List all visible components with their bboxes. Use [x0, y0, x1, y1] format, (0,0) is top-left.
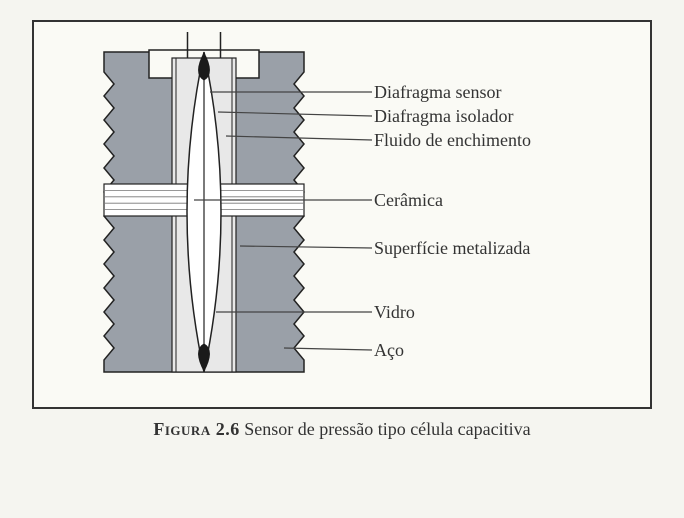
- sensor-diagram: [44, 32, 374, 392]
- diagram-area: Diafragma sensor Diafragma isolador Fluido…: [44, 32, 640, 397]
- label-vidro: Vidro: [374, 302, 415, 323]
- leader-line: [284, 348, 372, 350]
- figure-caption: Figura 2.6 Sensor de pressão tipo célula…: [20, 419, 664, 440]
- figure-container: Diafragma sensor Diafragma isolador Fluido…: [32, 20, 652, 409]
- label-diafragma_sensor: Diafragma sensor: [374, 82, 501, 103]
- label-fluido: Fluido de enchimento: [374, 130, 531, 151]
- diagram-svg-wrap: [44, 32, 374, 397]
- label-superficie: Superfície metalizada: [374, 238, 530, 259]
- label-aco: Aço: [374, 340, 404, 361]
- labels-column: Diafragma sensor Diafragma isolador Fluido…: [374, 32, 640, 392]
- label-ceramica: Cerâmica: [374, 190, 443, 211]
- figure-caption-text: Sensor de pressão tipo célula capacitiva: [244, 419, 530, 439]
- label-diafragma_isolador: Diafragma isolador: [374, 106, 513, 127]
- figure-number: Figura 2.6: [153, 419, 239, 439]
